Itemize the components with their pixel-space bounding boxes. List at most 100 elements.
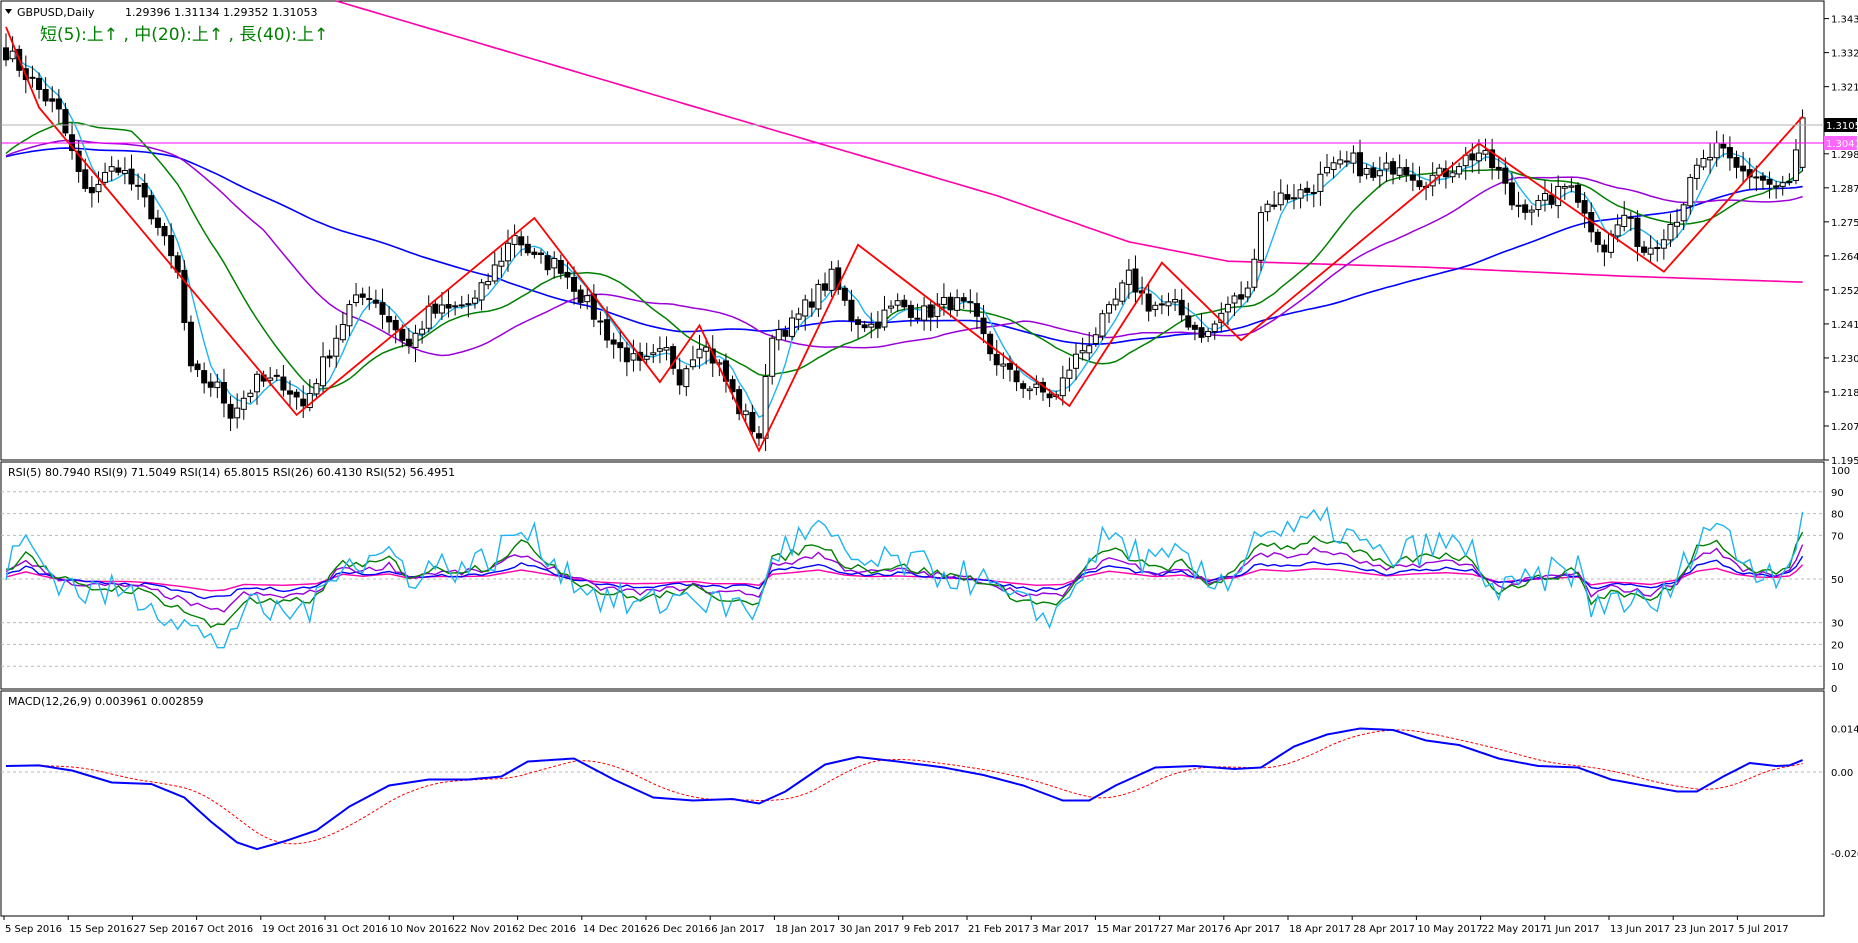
candle (1759, 172, 1766, 190)
date-tick-label: 10 May 2017 (1417, 924, 1482, 935)
date-tick-label: 5 Jul 2017 (1738, 924, 1788, 935)
candle (960, 292, 967, 309)
candle (240, 390, 247, 420)
candle (359, 287, 366, 306)
candle (881, 295, 888, 331)
candle (1456, 162, 1463, 179)
candle (742, 403, 749, 422)
price-tick-label: 1.23010 (1831, 354, 1858, 365)
rsi-panel[interactable] (0, 461, 1825, 690)
ma200-line (336, 0, 1803, 283)
candle (1310, 184, 1317, 208)
candle (339, 312, 346, 343)
candle (234, 393, 241, 429)
date-tick-label: 26 Dec 2016 (647, 924, 711, 935)
candle (1284, 184, 1291, 203)
price-tick-label: 1.29850 (1831, 150, 1858, 161)
current-price-label: 1.31053 (1826, 121, 1858, 132)
candle (524, 235, 531, 256)
candle (874, 311, 881, 339)
candle (894, 293, 901, 313)
candle (207, 373, 214, 397)
macd-panel[interactable] (0, 690, 1825, 917)
candle (1693, 158, 1700, 191)
candle (1627, 211, 1634, 232)
candle (161, 222, 168, 246)
candle (201, 362, 208, 394)
candle (128, 154, 135, 191)
price-tick-label: 1.26430 (1831, 252, 1858, 263)
candle (1172, 288, 1179, 312)
candle (1092, 327, 1099, 347)
candle (412, 324, 419, 363)
macd-tick-label: 0.01457 (1831, 724, 1858, 735)
candle (326, 349, 333, 368)
candle (194, 360, 201, 377)
current-price-tag: 1.31053 (1824, 118, 1858, 132)
candle (709, 335, 716, 377)
candle (95, 171, 102, 203)
candle (1112, 288, 1119, 311)
candle (1707, 142, 1714, 174)
chevron-down-icon[interactable] (5, 9, 12, 14)
candle (1647, 235, 1654, 263)
candle (1277, 179, 1284, 211)
candle (1271, 191, 1278, 210)
candle (1297, 183, 1304, 209)
candle (1568, 178, 1575, 193)
candle (405, 327, 412, 354)
candle (1502, 157, 1509, 195)
candle (769, 334, 776, 385)
candle (1687, 173, 1694, 215)
candle (1145, 284, 1152, 322)
ma5-line (5, 54, 1804, 419)
candle (822, 272, 829, 297)
candle (1614, 214, 1621, 243)
candle (1264, 200, 1271, 222)
date-tick-label: 27 Sep 2016 (133, 924, 196, 935)
rsi-tick-label: 80 (1831, 510, 1844, 521)
candle (1191, 321, 1198, 341)
price-tick-label: 1.27570 (1831, 218, 1858, 229)
candle (102, 162, 109, 188)
candle (696, 334, 703, 369)
candle (888, 300, 895, 314)
date-tick-label: 19 Oct 2016 (262, 924, 324, 935)
candle (1409, 162, 1416, 192)
candle (927, 300, 934, 332)
candle (135, 173, 142, 200)
candle (1026, 386, 1033, 400)
macd-tick-label: 0.00 (1831, 768, 1853, 779)
candle (49, 86, 56, 113)
candle (313, 378, 320, 398)
candle (1641, 240, 1648, 256)
candle (518, 230, 525, 256)
candle (1073, 343, 1080, 381)
candle (1350, 145, 1357, 174)
date-tick-label: 15 Mar 2017 (1096, 924, 1159, 935)
candle (3, 33, 9, 67)
candle (630, 339, 637, 372)
date-tick-label: 6 Apr 2017 (1225, 924, 1280, 935)
date-tick-label: 7 Oct 2016 (198, 924, 253, 935)
price-panel[interactable] (0, 0, 1825, 461)
candle (168, 223, 175, 269)
candle (214, 373, 221, 399)
candle (55, 89, 62, 124)
candle (1786, 173, 1793, 186)
candle (815, 279, 822, 317)
date-tick-label: 13 Jun 2017 (1610, 924, 1670, 935)
candle (848, 289, 855, 332)
candle (531, 247, 538, 259)
date-tick-label: 18 Jan 2017 (775, 924, 835, 935)
date-tick-label: 18 Apr 2017 (1289, 924, 1351, 935)
candle (689, 345, 696, 370)
candle (220, 368, 227, 418)
date-tick-label: 22 May 2017 (1482, 924, 1547, 935)
candle (1317, 161, 1324, 206)
candle (676, 357, 683, 395)
candle (1403, 159, 1410, 183)
candle (445, 289, 452, 318)
candle (1343, 151, 1350, 168)
